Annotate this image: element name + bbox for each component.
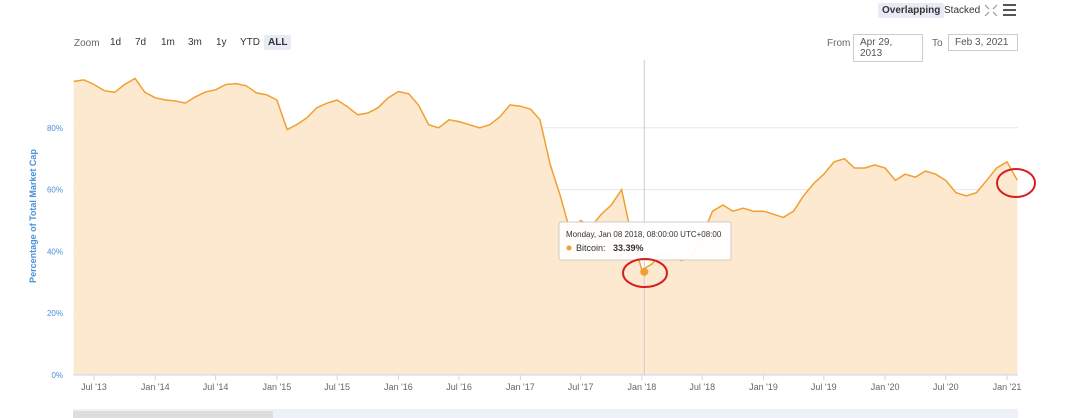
menu-icon xyxy=(1003,4,1016,6)
line xyxy=(73,77,1018,272)
zoom-button[interactable]: YTD xyxy=(240,37,260,48)
zoom-button[interactable]: 1d xyxy=(110,37,122,48)
x-tick-label: Jul '14 xyxy=(203,382,229,392)
area xyxy=(73,78,1018,376)
tooltip-dot xyxy=(566,245,572,251)
x-tick-label: Jul '16 xyxy=(446,382,472,392)
x-tick-label: Jul '13 xyxy=(81,382,107,392)
x-tick-label: Jan '17 xyxy=(506,382,535,392)
menu-icon xyxy=(1003,9,1016,11)
zoom-button[interactable]: 3m xyxy=(188,37,202,48)
tooltip-value: 33.39% xyxy=(613,243,644,253)
zoom-button[interactable]: ALL xyxy=(264,35,292,50)
tooltip-box xyxy=(558,221,732,261)
fullscreen-icon xyxy=(984,4,998,17)
zoom-button[interactable]: 7d xyxy=(135,37,147,48)
x-tick-label: Jan '19 xyxy=(749,382,778,392)
zoom-button[interactable]: 1m xyxy=(161,37,175,48)
hover-marker xyxy=(640,267,649,276)
x-tick-label: Jan '20 xyxy=(871,382,900,392)
highlight-circle xyxy=(996,168,1036,198)
y-tick-label: 80% xyxy=(47,124,63,133)
x-tick-label: Jan '16 xyxy=(384,382,413,392)
zoom-button[interactable]: 1y xyxy=(216,37,227,48)
x-tick-label: Jan '15 xyxy=(262,382,291,392)
y-tick-label: 40% xyxy=(47,247,63,256)
mode-button[interactable]: Overlapping xyxy=(878,3,945,18)
mode-button[interactable]: Stacked xyxy=(944,5,981,16)
to-input[interactable]: Feb 3, 2021 xyxy=(948,34,1018,51)
y-axis-title: Percentage of Total Market Cap xyxy=(28,149,38,283)
x-tick-label: Jan '14 xyxy=(141,382,170,392)
x-tick-label: Jan '18 xyxy=(628,382,657,392)
navigator-series xyxy=(73,411,273,418)
x-tick-label: Jul '18 xyxy=(689,382,715,392)
tooltip-label: Bitcoin: xyxy=(576,243,606,253)
menu-icon xyxy=(1003,14,1016,16)
highlight-circle xyxy=(622,258,668,288)
to-label: To xyxy=(932,38,943,49)
x-tick-label: Jul '20 xyxy=(933,382,959,392)
x-tick-label: Jan '21 xyxy=(993,382,1022,392)
zoom-label: Zoom xyxy=(74,38,100,49)
from-label: From xyxy=(827,38,851,49)
x-tick-label: Jul '19 xyxy=(811,382,837,392)
tooltip-header: Monday, Jan 08 2018, 08:00:00 UTC+08:00 xyxy=(566,230,722,239)
y-tick-label: 20% xyxy=(47,309,63,318)
navigator xyxy=(73,409,1018,418)
y-tick-label: 0% xyxy=(51,371,63,380)
from-input[interactable]: Apr 29, 2013 xyxy=(853,34,923,62)
y-tick-label: 60% xyxy=(47,186,63,195)
x-tick-label: Jul '17 xyxy=(568,382,594,392)
x-tick-label: Jul '15 xyxy=(324,382,350,392)
